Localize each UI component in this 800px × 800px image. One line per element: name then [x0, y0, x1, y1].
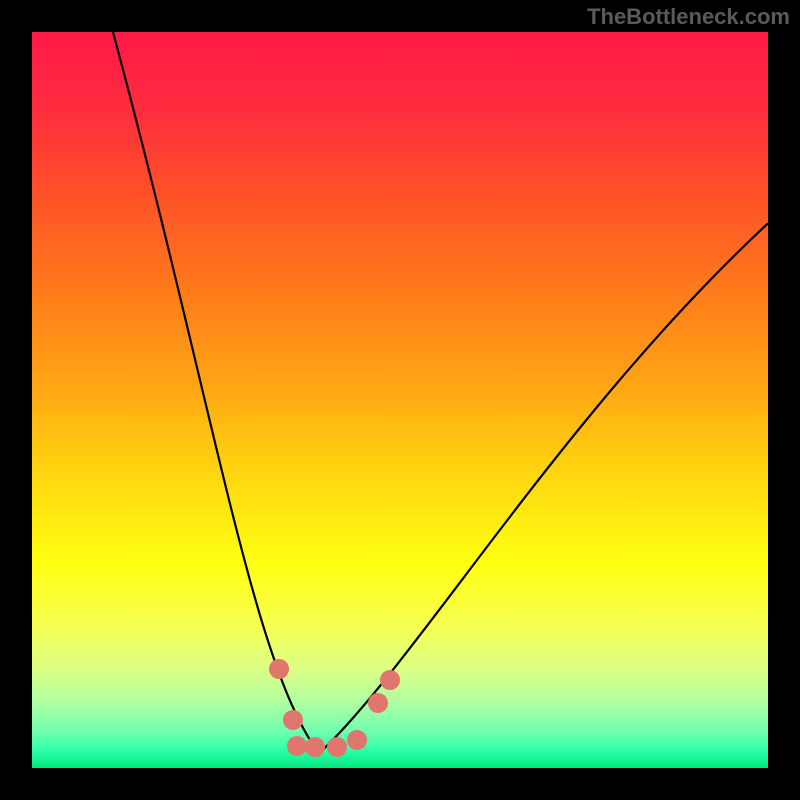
data-point-marker	[327, 737, 347, 757]
data-point-marker	[269, 659, 289, 679]
chart-plot-area	[32, 32, 768, 768]
valley-curve	[113, 32, 768, 753]
data-point-marker	[287, 736, 307, 756]
chart-curve-layer	[32, 32, 768, 768]
data-point-marker	[283, 710, 303, 730]
watermark-text: TheBottleneck.com	[587, 4, 790, 30]
data-point-marker	[347, 730, 367, 750]
data-point-marker	[368, 693, 388, 713]
data-point-marker	[380, 670, 400, 690]
data-point-marker	[305, 737, 325, 757]
